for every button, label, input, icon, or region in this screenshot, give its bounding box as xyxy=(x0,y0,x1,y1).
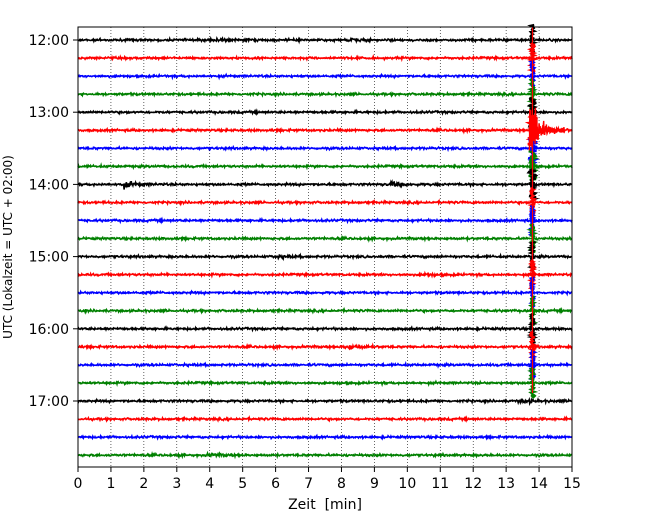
x-tick-label: 15 xyxy=(563,476,581,492)
seismic-trace xyxy=(77,270,573,279)
plot-frame xyxy=(77,26,573,468)
seismic-trace xyxy=(77,433,573,441)
seismic-trace xyxy=(77,252,573,262)
x-tick-label: 14 xyxy=(530,476,548,492)
seismic-trace xyxy=(77,53,573,63)
x-tick-label: 12 xyxy=(464,476,482,492)
x-tick-label: 7 xyxy=(304,476,313,492)
seismic-trace xyxy=(77,234,573,243)
x-tick-label: 2 xyxy=(139,476,148,492)
grid-lines xyxy=(110,27,540,467)
x-tick-label: 0 xyxy=(74,476,83,492)
y-tick-label: 15:00 xyxy=(29,250,69,266)
seismic-trace xyxy=(77,360,573,369)
seismic-trace xyxy=(77,396,573,407)
x-tick-label: 13 xyxy=(497,476,515,492)
seismic-trace xyxy=(77,414,573,424)
y-tick-label: 14:00 xyxy=(29,177,69,193)
x-tick-label: 11 xyxy=(431,476,449,492)
x-tick-label: 4 xyxy=(205,476,214,492)
seismic-trace xyxy=(77,289,573,297)
seismic-trace xyxy=(77,379,573,388)
seismic-trace xyxy=(77,198,573,207)
x-tick-label: 10 xyxy=(398,476,416,492)
x-tick-label: 1 xyxy=(106,476,115,492)
x-tick-label: 5 xyxy=(238,476,247,492)
seismic-trace xyxy=(77,450,573,460)
x-tick-label: 9 xyxy=(370,476,379,492)
seismic-trace xyxy=(77,342,573,352)
y-axis-title: UTC (Lokalzeit = UTC + 02:00) xyxy=(1,155,15,339)
seismic-trace xyxy=(77,179,573,190)
y-tick-label: 16:00 xyxy=(29,322,69,338)
y-tick-label: 17:00 xyxy=(29,394,69,410)
seismic-trace xyxy=(77,325,573,333)
x-tick-label: 3 xyxy=(172,476,181,492)
x-tick-label: 6 xyxy=(271,476,280,492)
x-axis-title: Zeit [min] xyxy=(288,497,362,513)
seismic-trace xyxy=(77,216,573,225)
y-tick-label: 13:00 xyxy=(29,105,69,121)
seismic-trace xyxy=(77,90,573,99)
large-earthquake-event xyxy=(524,23,566,399)
seismic-trace xyxy=(77,162,573,171)
seismic-trace xyxy=(77,35,573,45)
seismic-trace xyxy=(77,72,573,81)
y-axis-ticks: 12:00 13:00 14:00 15:00 16:00 17:00 xyxy=(29,33,78,410)
x-axis-ticks: 0 1 2 3 4 5 6 7 8 9 10 11 12 13 14 15 xyxy=(74,467,581,492)
x-tick-label: 8 xyxy=(337,476,346,492)
seismic-trace xyxy=(77,108,573,117)
seismic-trace xyxy=(77,125,573,136)
seismic-trace xyxy=(77,144,573,153)
earthquake-main-burst xyxy=(528,107,566,151)
seismic-trace xyxy=(77,306,573,315)
seismic-traces xyxy=(77,35,573,460)
y-tick-label: 12:00 xyxy=(29,33,69,49)
